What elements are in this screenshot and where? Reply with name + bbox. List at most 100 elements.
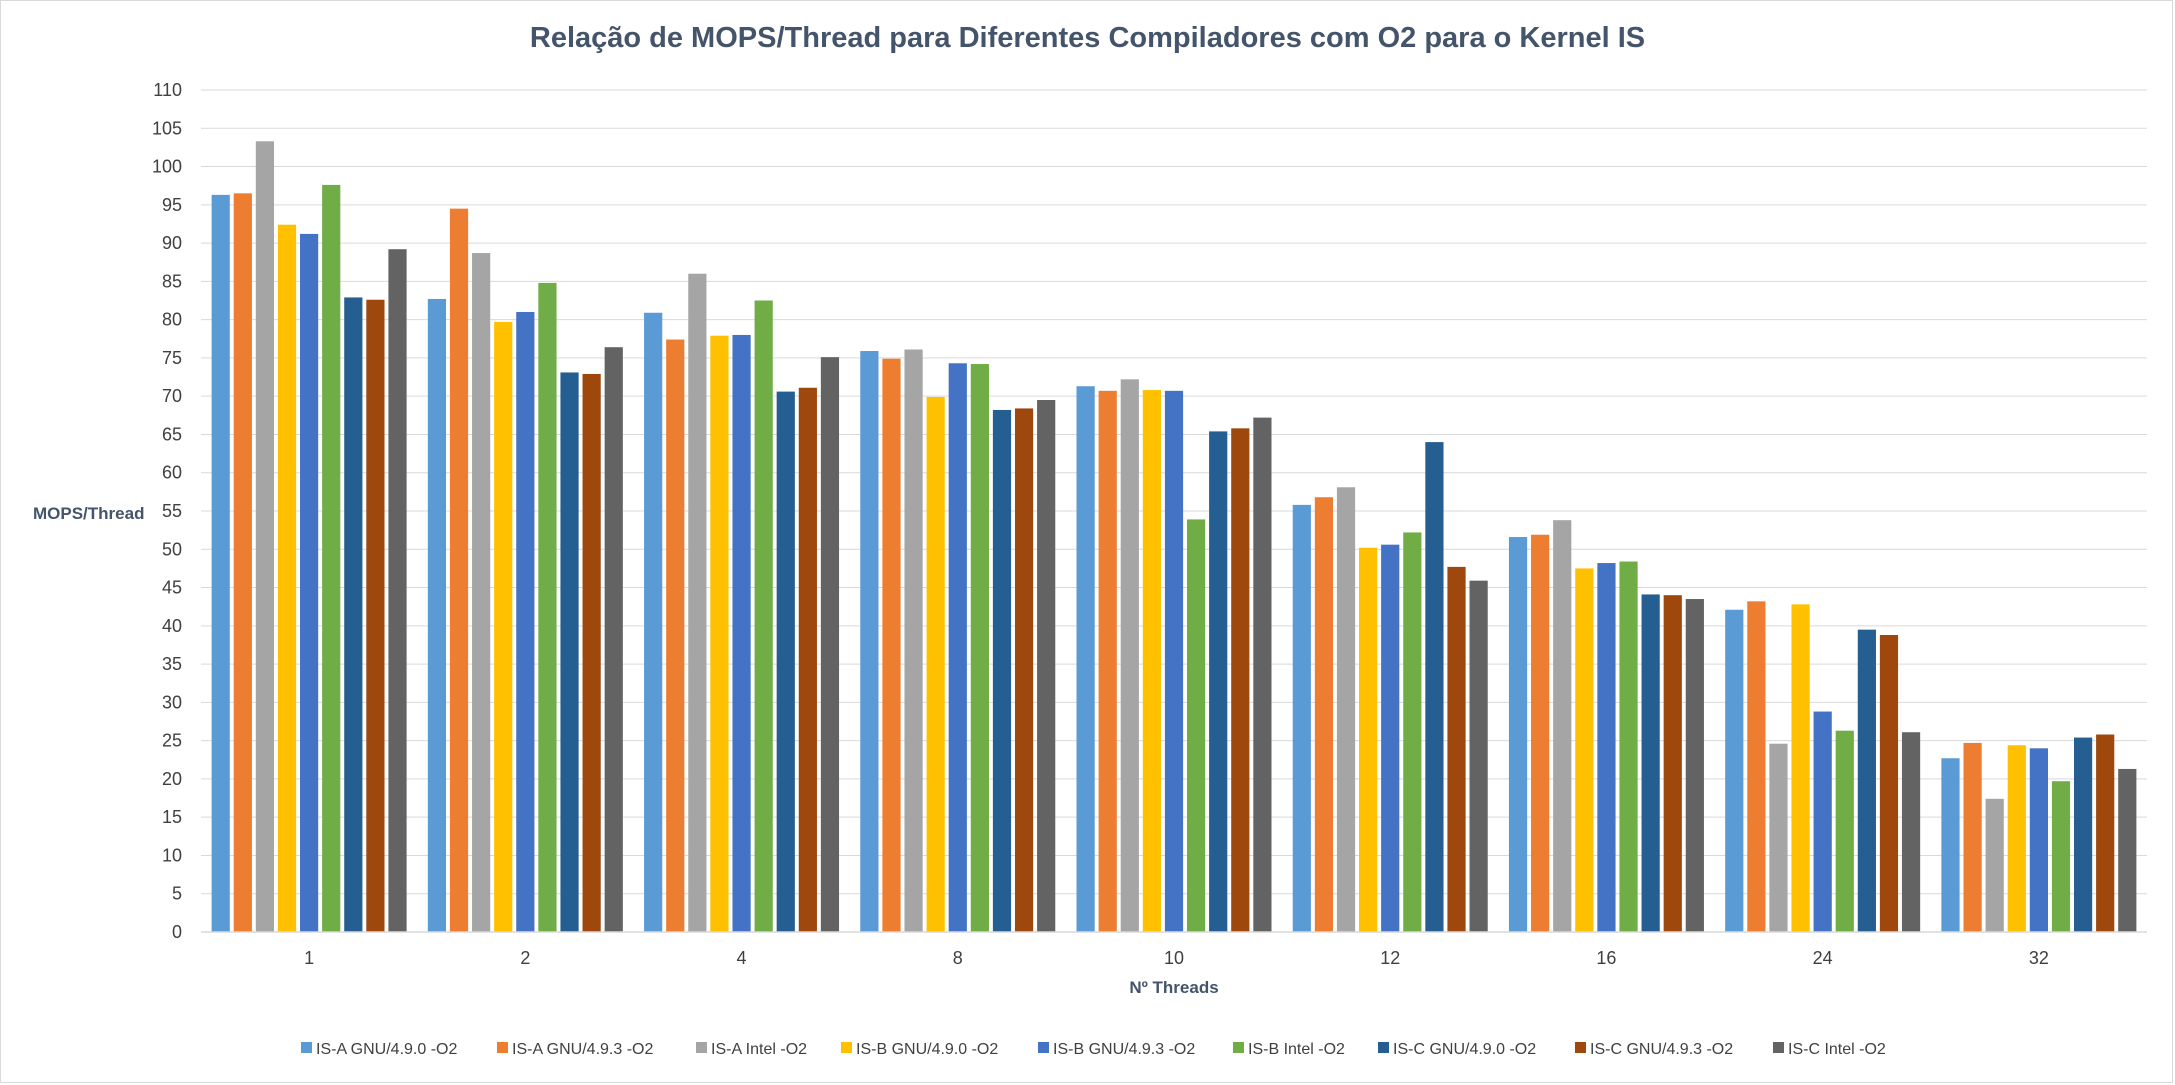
bar <box>1231 428 1250 932</box>
bar <box>1941 758 1960 932</box>
bar <box>2073 737 2093 932</box>
bar <box>427 298 447 932</box>
y-tick-label: 80 <box>162 310 182 330</box>
bar <box>970 364 989 932</box>
y-tick-label: 75 <box>162 348 182 368</box>
y-tick-label: 95 <box>162 195 182 215</box>
bar <box>1835 730 1854 932</box>
bar <box>1447 566 1466 932</box>
bar <box>1597 563 1616 932</box>
y-tick-label: 50 <box>162 539 182 559</box>
legend-item: IS-B GNU/4.9.3 -O2 <box>1038 1041 1195 1058</box>
bar <box>322 184 341 932</box>
bar <box>494 321 513 932</box>
bar <box>904 349 923 932</box>
legend-label: IS-C GNU/4.9.0 -O2 <box>1393 1041 1536 1058</box>
bar <box>1381 544 1400 932</box>
legend-item: IS-B Intel -O2 <box>1233 1041 1345 1058</box>
legend-swatch <box>301 1042 312 1053</box>
bar <box>538 282 557 932</box>
x-tick-label: 16 <box>1596 948 1616 968</box>
x-tick-label: 8 <box>953 948 963 968</box>
bar <box>1253 417 1272 933</box>
legend-swatch <box>497 1042 508 1053</box>
legend-item: IS-A Intel -O2 <box>696 1041 807 1058</box>
bar <box>1359 547 1378 932</box>
bar <box>1142 390 1161 932</box>
bar <box>820 357 840 932</box>
y-tick-label: 65 <box>162 424 182 444</box>
y-tick-label: 105 <box>152 118 182 138</box>
y-tick-label: 85 <box>162 271 182 291</box>
x-tick-label: 24 <box>1813 948 1833 968</box>
bar <box>388 249 407 932</box>
x-tick-label: 32 <box>2029 948 2049 968</box>
bar <box>688 273 707 932</box>
y-tick-label: 5 <box>172 884 182 904</box>
bar <box>1663 595 1682 932</box>
y-axis-ticks: 0 5 10 15 20 25 30 35 40 45 50 55 60 65 70 75 80 85 90 95 10… <box>152 80 182 942</box>
bar <box>1791 604 1810 932</box>
bar <box>1879 635 1899 932</box>
legend: IS-A GNU/4.9.0 -O2 IS-A GNU/4.9.3 -O2 IS-A… <box>301 1041 1886 1058</box>
bar <box>1508 537 1528 932</box>
y-tick-label: 100 <box>152 157 182 177</box>
bar <box>1685 599 1704 932</box>
legend-swatch <box>841 1042 852 1053</box>
legend-label: IS-A Intel -O2 <box>711 1041 807 1058</box>
bar <box>1769 743 1788 932</box>
bar <box>2007 745 2026 932</box>
legend-label: IS-C GNU/4.9.3 -O2 <box>1590 1041 1733 1058</box>
bar <box>1164 390 1184 933</box>
legend-label: IS-A GNU/4.9.3 -O2 <box>512 1041 653 1058</box>
bar <box>754 300 773 932</box>
bar <box>1641 594 1660 932</box>
bar <box>366 299 385 932</box>
bar <box>2096 734 2115 932</box>
y-tick-label: 45 <box>162 578 182 598</box>
legend-item: IS-B GNU/4.9.0 -O2 <box>841 1041 998 1058</box>
bar <box>300 233 319 932</box>
bar <box>1531 534 1550 932</box>
bar <box>255 141 275 932</box>
bar <box>1553 520 1572 932</box>
bar <box>1120 379 1139 933</box>
bar <box>860 351 879 932</box>
y-tick-label: 40 <box>162 616 182 636</box>
bar <box>1037 400 1056 932</box>
bar <box>1619 561 1638 932</box>
bar <box>948 363 967 932</box>
x-axis-label: Nº Threads <box>1129 978 1218 997</box>
bar <box>233 193 252 932</box>
bar <box>344 297 363 932</box>
bar <box>472 253 491 933</box>
bar <box>776 391 795 932</box>
bar <box>1425 442 1444 932</box>
bar <box>1403 532 1422 932</box>
legend-item: IS-A GNU/4.9.0 -O2 <box>301 1041 457 1058</box>
bar <box>710 335 729 932</box>
bar <box>1469 580 1488 932</box>
y-axis-label: MOPS/Thread <box>33 504 144 523</box>
bar <box>2051 781 2071 932</box>
bar <box>1985 798 2004 932</box>
legend-swatch <box>1233 1042 1244 1053</box>
y-tick-label: 35 <box>162 654 182 674</box>
legend-label: IS-A GNU/4.9.0 -O2 <box>316 1041 457 1058</box>
legend-label: IS-B GNU/4.9.3 -O2 <box>1053 1041 1195 1058</box>
bar <box>1014 408 1034 932</box>
y-tick-label: 0 <box>172 922 182 942</box>
y-tick-label: 70 <box>162 386 182 406</box>
y-tick-label: 110 <box>153 80 182 100</box>
y-tick-label: 20 <box>162 769 182 789</box>
bar <box>1314 497 1334 932</box>
x-tick-label: 2 <box>520 948 530 968</box>
y-tick-label: 10 <box>162 845 182 865</box>
bar <box>1725 609 1744 932</box>
legend-item: IS-C GNU/4.9.3 -O2 <box>1575 1041 1733 1058</box>
bar <box>277 224 297 933</box>
legend-swatch <box>1038 1042 1049 1053</box>
y-tick-label: 15 <box>162 807 182 827</box>
bar <box>644 312 663 932</box>
